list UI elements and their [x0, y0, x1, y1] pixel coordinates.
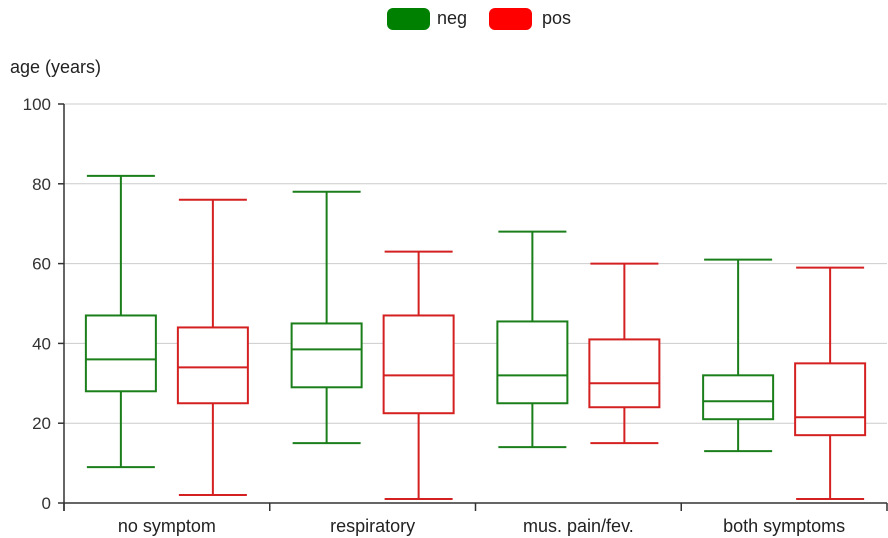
- box-pos-1: [382, 250, 455, 501]
- box-iqr: [176, 326, 249, 405]
- box-neg-1: [290, 190, 363, 445]
- box-pos-3: [794, 266, 867, 501]
- y-tick-label: 20: [32, 414, 51, 433]
- box-plots: [84, 174, 867, 501]
- y-tick-label: 0: [42, 494, 51, 513]
- box-neg-2: [496, 230, 569, 449]
- box-iqr: [588, 338, 661, 409]
- x-tick-label: mus. pain/fev.: [523, 516, 634, 536]
- box-iqr: [84, 314, 157, 393]
- y-tick-label: 40: [32, 334, 51, 353]
- x-tick-label: both symptoms: [723, 516, 845, 536]
- box-iqr: [702, 374, 775, 421]
- box-iqr: [794, 362, 867, 437]
- legend-label-pos: pos: [542, 8, 571, 28]
- box-neg-3: [702, 258, 775, 453]
- legend: neg pos: [387, 8, 571, 30]
- x-tick-label: no symptom: [118, 516, 216, 536]
- x-tick-label: respiratory: [330, 516, 415, 536]
- legend-swatch-neg: [387, 8, 430, 30]
- y-tick-label: 60: [32, 255, 51, 274]
- box-iqr: [382, 314, 455, 415]
- x-axis: no symptom respiratory mus. pain/fev. both …: [63, 502, 888, 536]
- box-pos-2: [588, 262, 661, 445]
- y-axis: 0 20 40 60 80 100: [23, 95, 65, 513]
- y-tick-label: 100: [23, 95, 51, 114]
- box-pos-0: [176, 198, 249, 497]
- legend-label-neg: neg: [437, 8, 467, 28]
- box-neg-0: [84, 174, 157, 469]
- y-axis-title: age (years): [10, 57, 101, 77]
- box-iqr: [290, 322, 363, 389]
- y-tick-label: 80: [32, 175, 51, 194]
- box-iqr: [496, 320, 569, 405]
- legend-swatch-pos: [489, 8, 532, 30]
